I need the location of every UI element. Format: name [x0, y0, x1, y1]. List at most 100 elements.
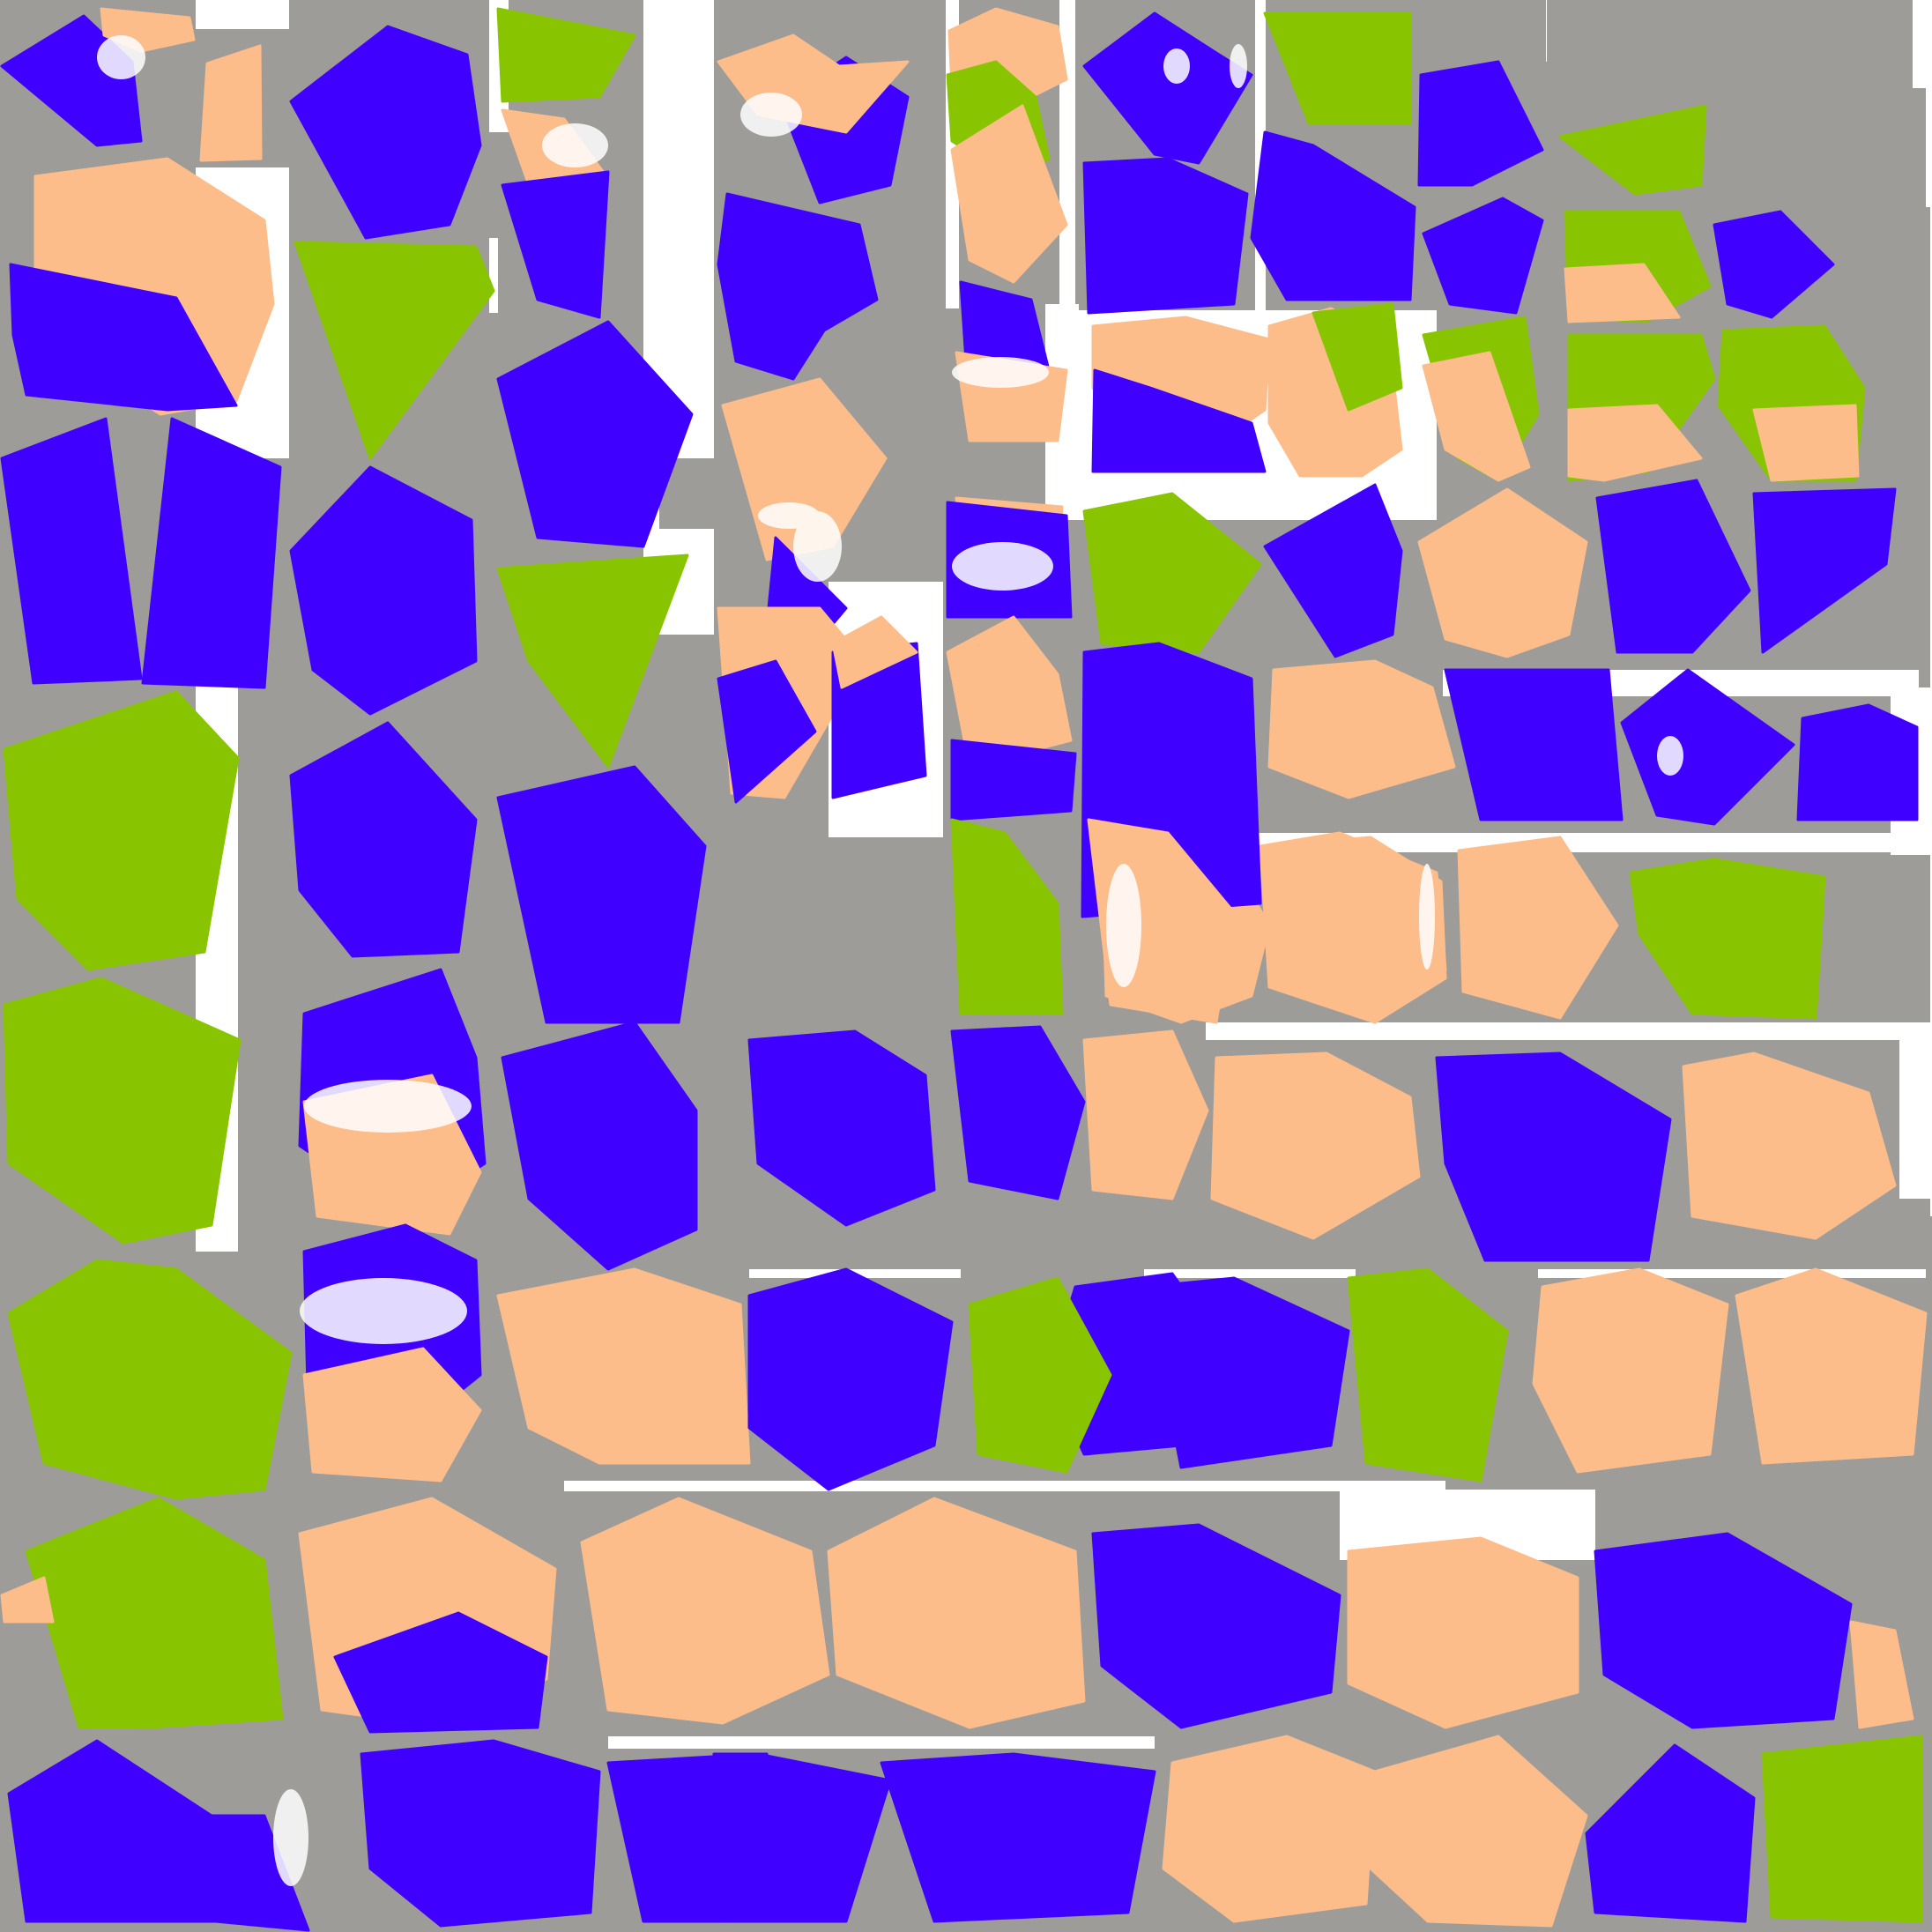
skin-island: [1272, 836, 1447, 1024]
skin-island: [1564, 263, 1681, 323]
skin-island: [831, 615, 918, 689]
skin-island: [302, 1347, 482, 1482]
padding-strip: [1538, 1269, 1926, 1278]
violet-cloth-island: [289, 721, 478, 958]
violet-cloth-island: [210, 1814, 310, 1932]
highlight-band: [542, 123, 608, 167]
padding-strip: [1252, 833, 1921, 852]
violet-cloth-island: [880, 1752, 1156, 1923]
skin-island: [580, 1497, 830, 1725]
padding-strip: [564, 1481, 1445, 1491]
green-cloth-island: [7, 1259, 293, 1500]
highlight-band: [952, 542, 1053, 591]
violet-cloth-island: [717, 659, 817, 804]
skin-island: [1532, 1267, 1729, 1474]
violet-cloth-island: [717, 192, 879, 381]
violet-cloth-island: [1713, 210, 1835, 319]
highlight-band: [1657, 736, 1683, 776]
skin-island: [1735, 1267, 1928, 1465]
highlight-band: [1419, 864, 1435, 970]
violet-cloth-island: [1422, 197, 1544, 315]
green-cloth-island: [1558, 104, 1707, 196]
green-cloth-island: [950, 818, 1064, 1015]
skin-island: [199, 44, 263, 162]
green-cloth-island: [1082, 492, 1262, 654]
violet-cloth-island: [747, 1267, 954, 1491]
violet-cloth-island: [289, 465, 478, 716]
skin-island: [1422, 351, 1531, 482]
violet-cloth-island: [1594, 1532, 1853, 1729]
skin-island: [1210, 1051, 1421, 1240]
violet-cloth-island: [501, 170, 610, 319]
padding-strip: [1144, 1269, 1356, 1278]
skin-island: [1682, 1051, 1897, 1240]
padding-strip: [196, 0, 289, 29]
violet-cloth-island: [1585, 1743, 1756, 1923]
green-cloth-island: [294, 241, 495, 460]
skin-island: [496, 1267, 751, 1465]
green-cloth-island: [1761, 1735, 1923, 1923]
skin-island: [1849, 1620, 1914, 1729]
padding-strip: [489, 238, 498, 313]
padding-strip: [1059, 0, 1075, 441]
violet-cloth-island: [1144, 1276, 1350, 1469]
green-cloth-island: [25, 1497, 284, 1729]
skin-island: [0, 1576, 55, 1624]
violet-cloth-island: [501, 1021, 698, 1271]
padding-strip: [643, 0, 714, 194]
highlight-band: [273, 1789, 308, 1886]
highlight-band: [97, 35, 145, 79]
violet-cloth-island: [1091, 368, 1267, 473]
green-cloth-island: [496, 554, 689, 769]
violet-cloth-island: [333, 1611, 548, 1734]
violet-cloth-island: [950, 1025, 1086, 1200]
violet-cloth-island: [360, 1739, 601, 1928]
green-cloth-island: [3, 690, 240, 971]
violet-cloth-island: [496, 765, 707, 1024]
skin-island: [1752, 404, 1860, 482]
violet-cloth-island: [1082, 157, 1249, 315]
padding-strip: [1206, 1022, 1911, 1040]
violet-cloth-island: [950, 739, 1077, 821]
violet-cloth-island: [289, 25, 482, 240]
skin-island: [1162, 1735, 1377, 1923]
violet-cloth-island: [712, 1752, 786, 1919]
highlight-band: [758, 502, 820, 529]
green-cloth-island: [496, 7, 636, 103]
violet-cloth-island: [9, 263, 238, 412]
green-cloth-island: [3, 977, 242, 1245]
skin-island: [1417, 487, 1588, 658]
skin-island: [1369, 1735, 1588, 1928]
highlight-band: [952, 357, 1049, 388]
violet-cloth-island: [1444, 668, 1624, 821]
skin-island: [1267, 659, 1456, 799]
green-cloth-island: [968, 1276, 1112, 1474]
skin-island: [1347, 1536, 1579, 1729]
violet-cloth-island: [747, 1029, 936, 1227]
padding-strip: [608, 1736, 1155, 1749]
violet-cloth-island: [1082, 11, 1253, 165]
violet-cloth-island: [1263, 483, 1403, 658]
violet-cloth-island: [0, 417, 143, 685]
violet-cloth-island: [1091, 1523, 1341, 1729]
highlight-band: [1163, 48, 1190, 84]
violet-cloth-island: [1796, 703, 1919, 821]
violet-cloth-island: [1752, 487, 1897, 654]
violet-cloth-island: [1417, 60, 1544, 187]
highlight-band: [300, 1278, 467, 1344]
highlight-band: [1106, 864, 1141, 987]
skin-island: [1082, 1029, 1209, 1200]
violet-cloth-island: [496, 320, 694, 548]
padding-strip: [1899, 1022, 1932, 1199]
violet-cloth-island: [1435, 1051, 1672, 1262]
green-cloth-island: [1312, 302, 1403, 412]
skin-island: [1567, 404, 1703, 482]
green-cloth-island: [1347, 1267, 1509, 1482]
highlight-band: [793, 511, 842, 582]
skin-island: [950, 104, 1068, 284]
skin-island: [827, 1497, 1086, 1729]
highlight-band: [304, 1080, 472, 1133]
skin-island: [1457, 836, 1619, 1020]
